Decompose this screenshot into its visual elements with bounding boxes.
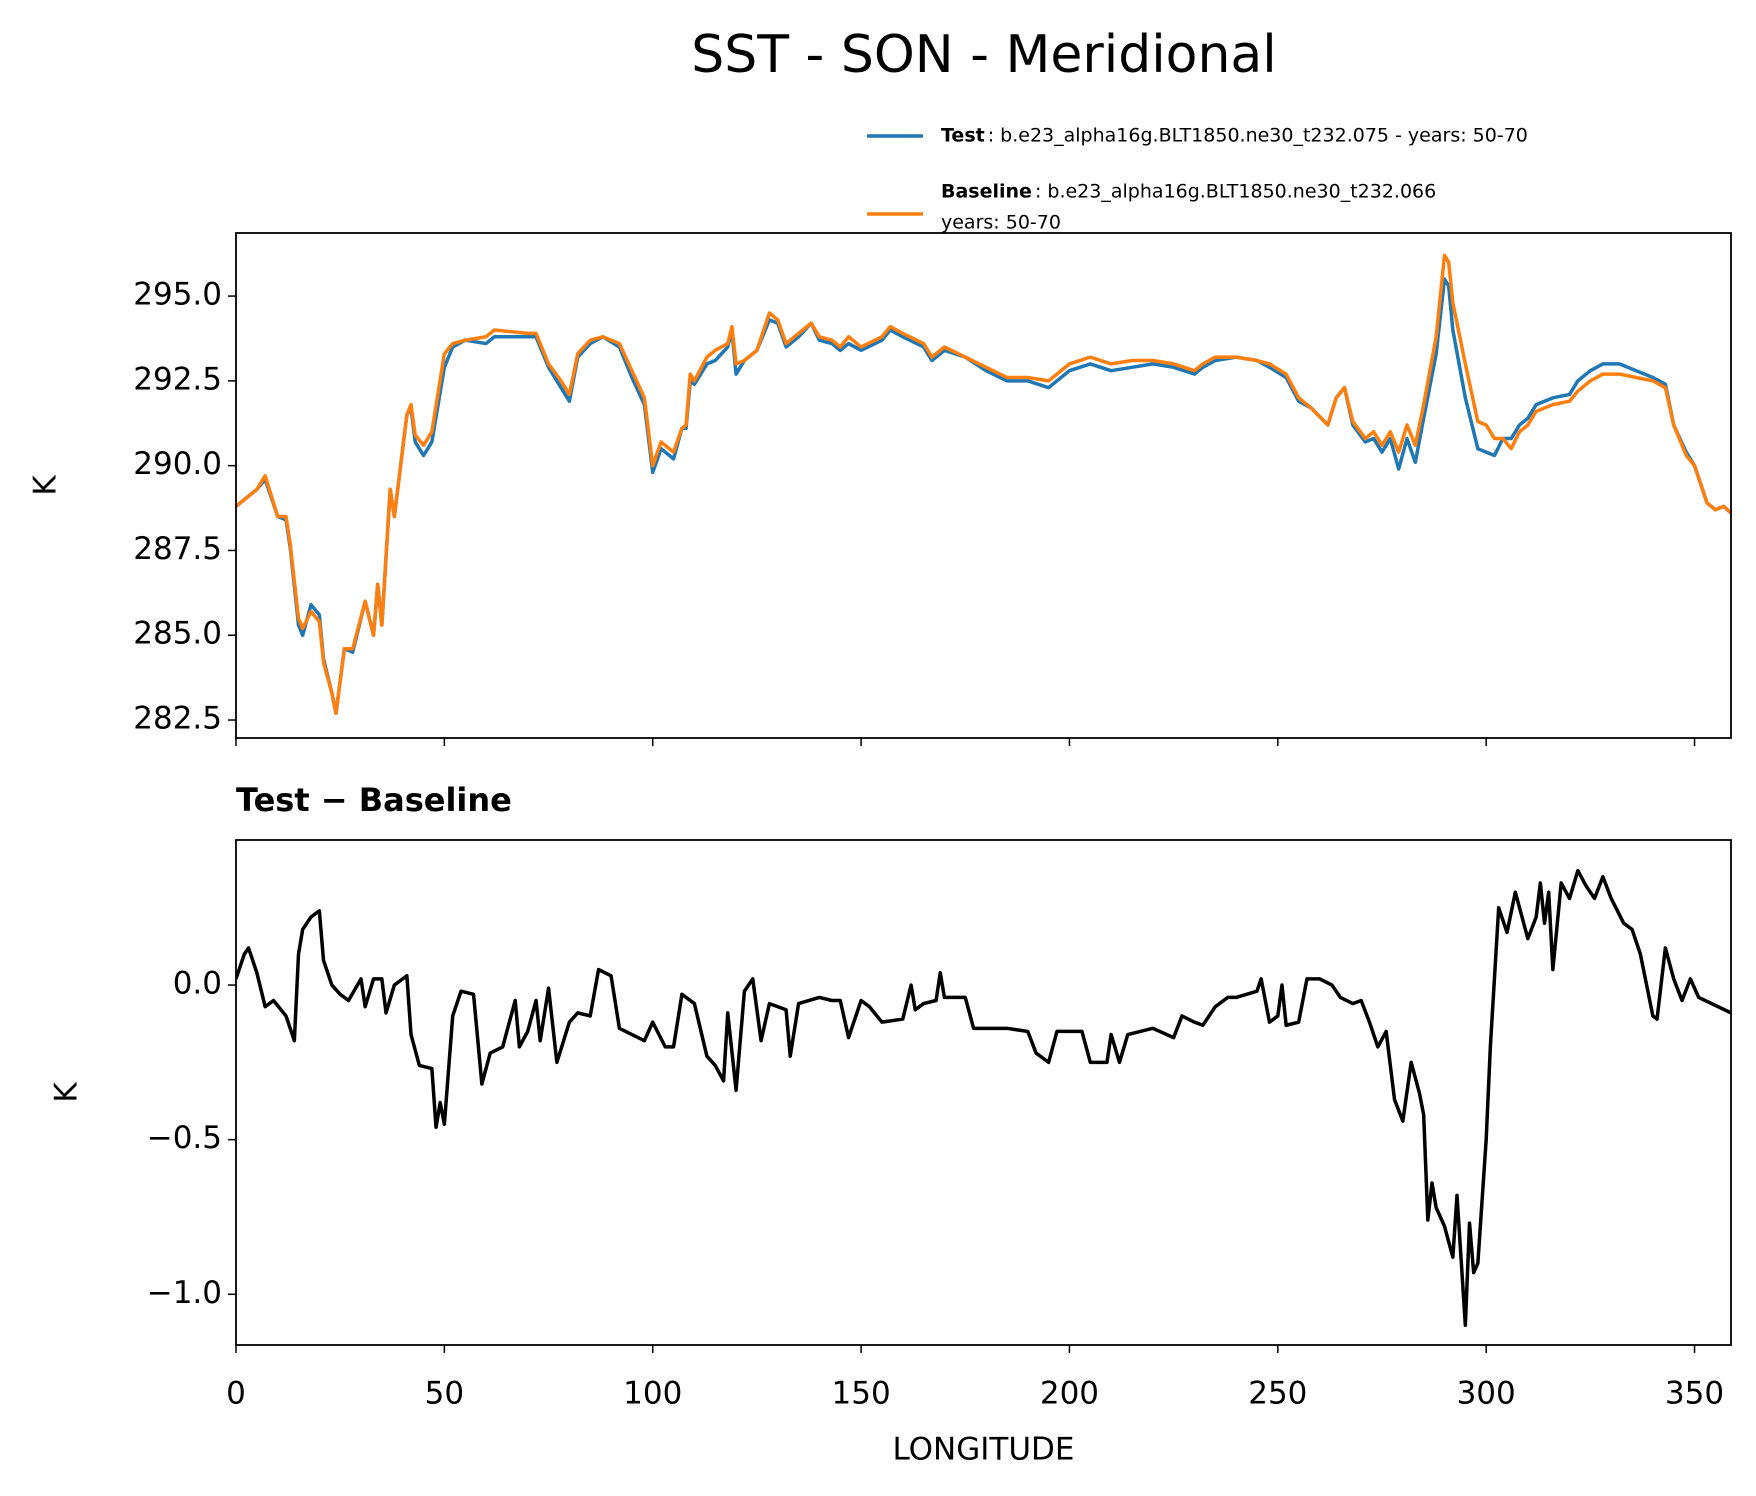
x-tick-label: 300: [1457, 1376, 1516, 1412]
x-tick-label: 150: [832, 1376, 891, 1412]
axes-frame: [235, 839, 1732, 1346]
x-tick-label: 200: [1040, 1376, 1099, 1412]
x-axis-label: LONGITUDE: [892, 1432, 1074, 1468]
subplot-title: Test − Baseline: [236, 781, 512, 819]
y-tick-label: 287.5: [133, 531, 222, 567]
x-tick-label: 100: [623, 1376, 682, 1412]
legend-label: Test: [941, 125, 985, 147]
y-axis-label: K: [49, 1082, 85, 1103]
y-tick-label: −0.5: [147, 1120, 222, 1156]
x-tick-label: 50: [425, 1376, 464, 1412]
x-tick-label: 250: [1248, 1376, 1307, 1412]
y-tick-label: 282.5: [133, 701, 222, 737]
y-tick-label: 285.0: [133, 616, 222, 652]
legend-description: years: 50-70: [941, 212, 1061, 234]
y-tick-label: −1.0: [147, 1275, 222, 1311]
figure-title: SST - SON - Meridional: [691, 25, 1276, 85]
y-tick-label: 0.0: [173, 966, 222, 1002]
y-tick-label: 290.0: [133, 446, 222, 482]
x-tick-label: 350: [1665, 1376, 1724, 1412]
y-axis-label: K: [28, 475, 64, 496]
legend-description: : b.e23_alpha16g.BLT1850.ne30_t232.075 -…: [988, 125, 1528, 147]
legend-description: : b.e23_alpha16g.BLT1850.ne30_t232.066: [1035, 181, 1436, 203]
y-tick-label: 295.0: [133, 277, 222, 313]
x-tick-label: 0: [226, 1376, 246, 1412]
y-tick-label: 292.5: [133, 361, 222, 397]
diff-line: [236, 868, 1731, 1327]
axes-frame: [235, 232, 1732, 739]
series-line: [236, 253, 1731, 715]
legend-label: Baseline: [941, 181, 1032, 203]
